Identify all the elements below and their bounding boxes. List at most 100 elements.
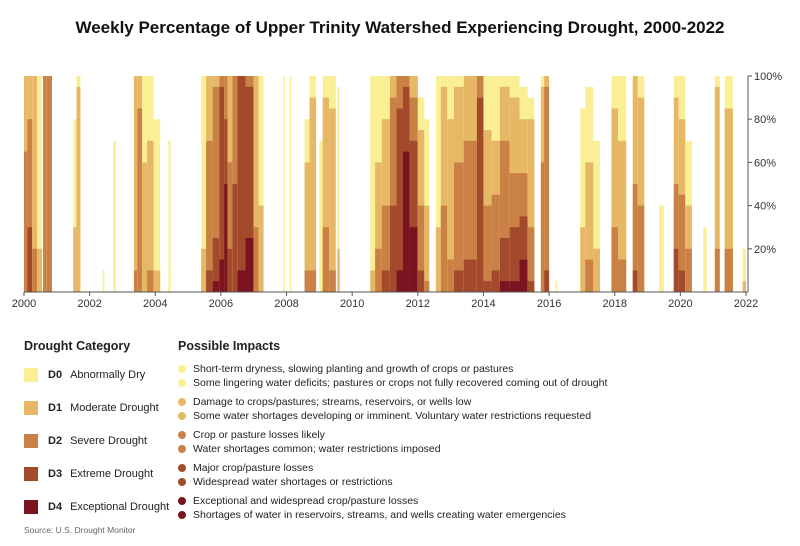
area-d2-11 (137, 108, 143, 293)
area-d1-12 (142, 162, 148, 292)
area-d1-7 (76, 86, 81, 292)
category-label: Exceptional Drought (70, 501, 170, 513)
x-tick-label: 2010 (340, 298, 364, 310)
area-d1-62 (611, 108, 619, 293)
x-tick-label: 2004 (143, 298, 167, 310)
chart-title: Weekly Percentage of Upper Trinity Water… (75, 18, 725, 37)
area-d1-59 (580, 227, 586, 292)
area-d2-4 (43, 76, 47, 292)
impact-item: Shortages of water in reservoirs, stream… (178, 507, 566, 522)
area-d3-23 (237, 76, 246, 292)
bullet-icon (178, 444, 186, 453)
area-d3-22 (232, 184, 238, 292)
impact-item: Some lingering water deficits; pastures … (178, 375, 607, 390)
area-d2-18 (212, 86, 220, 292)
area-d1-34 (337, 248, 340, 292)
area-d3-50 (483, 281, 492, 292)
area-d0-35 (370, 76, 376, 292)
impact-item: Some water shortages developing or immin… (178, 408, 591, 423)
area-d1-25 (253, 76, 259, 292)
area-d0-44 (435, 76, 441, 292)
area-d1-3 (37, 248, 43, 292)
area-d0-9 (113, 140, 116, 292)
area-d0-26 (258, 76, 264, 292)
bullet-icon (178, 397, 186, 406)
category-code: D1 (48, 402, 63, 414)
area-d2-36 (375, 248, 382, 292)
impact-text: Exceptional and widespread crop/pasture … (193, 494, 419, 507)
area-d2-57 (544, 86, 550, 292)
area-d4-52 (499, 281, 510, 292)
legend-item-d4: D4 Exceptional Drought (24, 500, 169, 514)
area-d4-41 (409, 227, 418, 292)
x-tick-label: 2012 (406, 298, 430, 310)
legend-item-d1: D1 Moderate Drought (24, 401, 159, 415)
y-tick-label: 100% (754, 71, 782, 83)
area-d3-54 (519, 216, 528, 292)
area-d1-32 (322, 97, 330, 292)
category-label: Abnormally Dry (70, 369, 146, 381)
area-d0-15 (168, 140, 171, 292)
impact-text: Water shortages common; water restrictio… (193, 442, 441, 455)
area-d2-30 (309, 270, 317, 292)
x-tick-label: 2002 (77, 298, 101, 310)
area-d1-13 (147, 140, 154, 292)
impact-item: Major crop/pasture losses (178, 460, 313, 475)
area-d4-39 (396, 270, 404, 292)
area-d3-51 (491, 270, 500, 292)
area-d1-16 (201, 248, 207, 292)
area-d4-19 (219, 259, 225, 292)
area-d2-56 (540, 162, 545, 292)
area-d2-37 (381, 205, 390, 292)
area-d4-18 (212, 281, 220, 292)
x-tick-label: 2016 (537, 298, 561, 310)
area-d2-72 (724, 248, 733, 292)
legend-item-d2: D2 Severe Drought (24, 434, 147, 448)
area-d2-45 (440, 205, 448, 292)
category-label: Severe Drought (70, 435, 148, 447)
area-d2-0 (24, 151, 28, 292)
area-d2-47 (453, 162, 464, 292)
area-d1-33 (329, 108, 336, 293)
area-d2-42 (417, 205, 425, 292)
area-d1-55 (527, 119, 535, 292)
bullet-icon (178, 411, 186, 420)
area-d0-34 (337, 86, 340, 292)
area-d0-14 (153, 119, 161, 292)
area-d2-52 (499, 140, 510, 292)
x-tick-label: 2022 (734, 298, 758, 310)
y-tick-label: 80% (754, 114, 776, 126)
impact-text: Widespread water shortages or restrictio… (193, 475, 393, 488)
area-d2-50 (483, 205, 492, 292)
area-d2-60 (585, 259, 594, 292)
area-d3-55 (527, 281, 535, 292)
area-d2-5 (46, 76, 52, 292)
area-d4-40 (403, 151, 410, 292)
area-d1-6 (73, 227, 77, 292)
area-d3-39 (396, 108, 404, 293)
area-d3-52 (499, 238, 510, 292)
area-d2-65 (637, 205, 645, 292)
area-d2-1 (27, 119, 33, 292)
area-d4-54 (519, 259, 528, 292)
impact-text: Some lingering water deficits; pastures … (193, 376, 608, 389)
area-d3-42 (417, 270, 425, 292)
x-tick-label: 2018 (602, 298, 626, 310)
area-d3-1 (27, 227, 33, 292)
x-tick-label: 2000 (12, 298, 36, 310)
y-tick-label: 60% (754, 157, 776, 169)
area-d2-17 (206, 140, 213, 292)
area-d0-59 (580, 108, 586, 293)
bullet-icon (178, 477, 186, 486)
area-d1-72 (724, 108, 733, 293)
impact-text: Some water shortages developing or immin… (193, 409, 592, 422)
area-d0-66 (659, 205, 664, 292)
area-d3-37 (381, 270, 390, 292)
area-d2-43 (424, 281, 430, 292)
impact-item: Damage to crops/pastures; streams, reser… (178, 394, 471, 409)
y-tick-label: 20% (754, 244, 776, 256)
area-d2-67 (673, 184, 679, 292)
category-code: D4 (48, 501, 63, 513)
area-d0-8 (102, 270, 105, 292)
area-d4-53 (509, 281, 520, 292)
